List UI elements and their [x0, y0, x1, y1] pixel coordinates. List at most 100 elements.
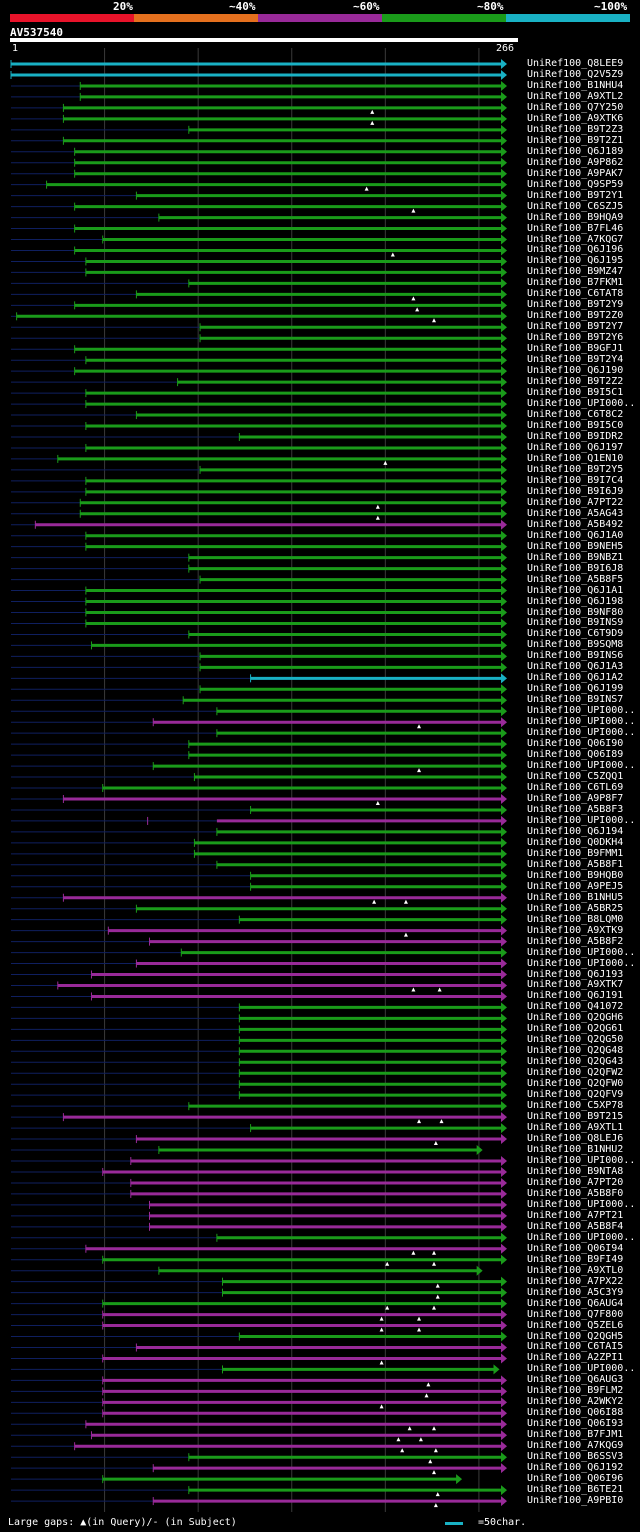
hit-label[interactable]: UniRef100_B9T2Y1 — [527, 189, 624, 201]
hit-label[interactable]: UniRef100_B9I7C4 — [527, 474, 624, 486]
hit-label[interactable]: UniRef100_B9T2Y4 — [527, 354, 624, 366]
hit-label[interactable]: UniRef100_B9MZ47 — [527, 266, 624, 278]
hit-label[interactable]: UniRef100_Q6J1A0 — [527, 529, 624, 541]
hit-label[interactable]: UniRef100_B9IDR2 — [527, 430, 624, 442]
hit-label[interactable]: UniRef100_A2WKY2 — [527, 1396, 624, 1408]
hit-label[interactable]: UniRef100_Q6J1A3 — [527, 661, 624, 673]
hit-label[interactable]: UniRef100_A5B492 — [527, 518, 624, 530]
hit-label[interactable]: UniRef100_C6TAI5 — [527, 1341, 624, 1353]
hit-label[interactable]: UniRef100_B9I6J8 — [527, 562, 624, 574]
hit-label[interactable]: UniRef100_B9INS6 — [527, 650, 624, 662]
hit-label[interactable]: UniRef100_C6TL69 — [527, 782, 624, 794]
hit-label[interactable]: UniRef100_Q06I96 — [527, 1473, 624, 1485]
hit-label[interactable]: UniRef100_UPI000.. — [527, 1198, 636, 1210]
hit-label[interactable]: UniRef100_B9NF80 — [527, 606, 624, 618]
hit-label[interactable]: UniRef100_C5XP78 — [527, 1100, 624, 1112]
hit-label[interactable]: UniRef100_A5B8F1 — [527, 858, 624, 870]
hit-label[interactable]: UniRef100_A5C3Y9 — [527, 1286, 624, 1298]
hit-label[interactable]: UniRef100_B9INS9 — [527, 617, 624, 629]
hit-label[interactable]: UniRef100_Q0DKH4 — [527, 836, 624, 848]
hit-label[interactable]: UniRef100_A7PX22 — [527, 1275, 624, 1287]
hit-label[interactable]: UniRef100_A9XTL2 — [527, 90, 624, 102]
hit-label[interactable]: UniRef100_C6T8C2 — [527, 409, 624, 421]
hit-label[interactable]: UniRef100_C6TAT8 — [527, 288, 624, 300]
hit-label[interactable]: UniRef100_Q2QG50 — [527, 1034, 624, 1046]
hit-label[interactable]: UniRef100_B9I5C1 — [527, 387, 624, 399]
hit-label[interactable]: UniRef100_Q2QGH5 — [527, 1330, 624, 1342]
hit-label[interactable]: UniRef100_B9NTA8 — [527, 1165, 624, 1177]
hit-label[interactable]: UniRef100_A9PBI0 — [527, 1495, 624, 1507]
hit-label[interactable]: UniRef100_B9T2Z0 — [527, 310, 624, 322]
hit-label[interactable]: UniRef100_B9T2Z1 — [527, 134, 624, 146]
hit-label[interactable]: UniRef100_Q6J191 — [527, 990, 624, 1002]
hit-label[interactable]: UniRef100_A9XTK7 — [527, 979, 624, 991]
hit-label[interactable]: UniRef100_A5B8F4 — [527, 1220, 624, 1232]
hit-label[interactable]: UniRef100_A9P8F7 — [527, 792, 624, 804]
hit-label[interactable]: UniRef100_B9T2Y9 — [527, 299, 624, 311]
hit-label[interactable]: UniRef100_Q2QGH6 — [527, 1012, 624, 1024]
hit-label[interactable]: UniRef100_A7PT21 — [527, 1209, 624, 1221]
hit-label[interactable]: UniRef100_A7PT20 — [527, 1176, 624, 1188]
hit-label[interactable]: UniRef100_B9T2Z2 — [527, 376, 624, 388]
hit-label[interactable]: UniRef100_UPI000.. — [527, 705, 636, 717]
hit-label[interactable]: UniRef100_UPI000.. — [527, 727, 636, 739]
hit-label[interactable]: UniRef100_UPI000.. — [527, 946, 636, 958]
hit-label[interactable]: UniRef100_Q6J197 — [527, 441, 624, 453]
hit-label[interactable]: UniRef100_B7FL46 — [527, 222, 624, 234]
hit-label[interactable]: UniRef100_A7KQG7 — [527, 233, 624, 245]
hit-label[interactable]: UniRef100_B9T215 — [527, 1111, 624, 1123]
hit-label[interactable]: UniRef100_B7FKM1 — [527, 277, 624, 289]
hit-label[interactable]: UniRef100_C6SZJ5 — [527, 200, 624, 212]
hit-label[interactable]: UniRef100_Q9SP59 — [527, 178, 624, 190]
hit-label[interactable]: UniRef100_B9FLM2 — [527, 1385, 624, 1397]
hit-label[interactable]: UniRef100_A9XTK9 — [527, 924, 624, 936]
hit-label[interactable]: UniRef100_A9P862 — [527, 156, 624, 168]
hit-label[interactable]: UniRef100_Q6J190 — [527, 365, 624, 377]
hit-label[interactable]: UniRef100_B9HQB0 — [527, 869, 624, 881]
hit-label[interactable]: UniRef100_Q6J189 — [527, 145, 624, 157]
hit-label[interactable]: UniRef100_Q6AUG4 — [527, 1297, 624, 1309]
hit-label[interactable]: UniRef100_A9XTL0 — [527, 1264, 624, 1276]
hit-label[interactable]: UniRef100_A9XTK6 — [527, 112, 624, 124]
hit-label[interactable]: UniRef100_Q6J199 — [527, 683, 624, 695]
hit-label[interactable]: UniRef100_A5B8F5 — [527, 573, 624, 585]
hit-label[interactable]: UniRef100_UPI000.. — [527, 1155, 636, 1166]
hit-label[interactable]: UniRef100_Q7F800 — [527, 1308, 624, 1320]
hit-label[interactable]: UniRef100_Q6AUG3 — [527, 1374, 624, 1386]
hit-label[interactable]: UniRef100_Q2QFW2 — [527, 1067, 624, 1079]
hit-label[interactable]: UniRef100_B9FI49 — [527, 1253, 624, 1265]
hit-label[interactable]: UniRef100_UPI000.. — [527, 957, 636, 969]
hit-label[interactable]: UniRef100_Q2QFW0 — [527, 1078, 624, 1090]
hit-label[interactable]: UniRef100_A9PEJ5 — [527, 880, 624, 892]
hit-label[interactable]: UniRef100_B9T2Y7 — [527, 321, 624, 333]
hit-label[interactable]: UniRef100_B9I6J9 — [527, 485, 624, 497]
hit-label[interactable]: UniRef100_Q6J1A1 — [527, 584, 624, 596]
hit-label[interactable]: UniRef100_B9T2Y6 — [527, 332, 624, 344]
hit-label[interactable]: UniRef100_UPI000.. — [527, 1231, 636, 1243]
hit-label[interactable]: UniRef100_B9HQA9 — [527, 211, 624, 223]
hit-label[interactable]: UniRef100_B7FJM1 — [527, 1429, 624, 1441]
hit-label[interactable]: UniRef100_A9PAK7 — [527, 167, 624, 179]
hit-label[interactable]: UniRef100_Q06I93 — [527, 1418, 624, 1430]
hit-label[interactable]: UniRef100_B9SQM8 — [527, 639, 624, 651]
hit-label[interactable]: UniRef100_B9NBZ1 — [527, 551, 624, 563]
hit-label[interactable]: UniRef100_Q8LEJ6 — [527, 1133, 624, 1145]
hit-label[interactable]: UniRef100_Q2QFV9 — [527, 1089, 624, 1101]
hit-label[interactable]: UniRef100_C5ZQQ1 — [527, 771, 624, 783]
hit-label[interactable]: UniRef100_Q6J194 — [527, 825, 624, 837]
hit-label[interactable]: UniRef100_A5B8F3 — [527, 803, 624, 815]
hit-label[interactable]: UniRef100_A5B8F2 — [527, 935, 624, 947]
hit-label[interactable]: UniRef100_Q6J192 — [527, 1462, 624, 1474]
hit-label[interactable]: UniRef100_UPI000.. — [527, 398, 636, 410]
hit-label[interactable]: UniRef100_A7PT22 — [527, 496, 624, 508]
hit-label[interactable]: UniRef100_B8LQM0 — [527, 913, 624, 925]
hit-label[interactable]: UniRef100_Q6J198 — [527, 595, 624, 607]
hit-label[interactable]: UniRef100_UPI000.. — [527, 760, 636, 772]
hit-label[interactable]: UniRef100_Q2V5Z9 — [527, 68, 624, 80]
hit-label[interactable]: UniRef100_A2ZPI1 — [527, 1352, 624, 1364]
hit-label[interactable]: UniRef100_B1NHU2 — [527, 1144, 624, 1156]
hit-label[interactable]: UniRef100_Q1EN10 — [527, 452, 624, 464]
hit-label[interactable]: UniRef100_A7KQG9 — [527, 1440, 624, 1452]
hit-label[interactable]: UniRef100_Q41072 — [527, 1001, 624, 1013]
hit-label[interactable]: UniRef100_Q6J195 — [527, 255, 624, 267]
